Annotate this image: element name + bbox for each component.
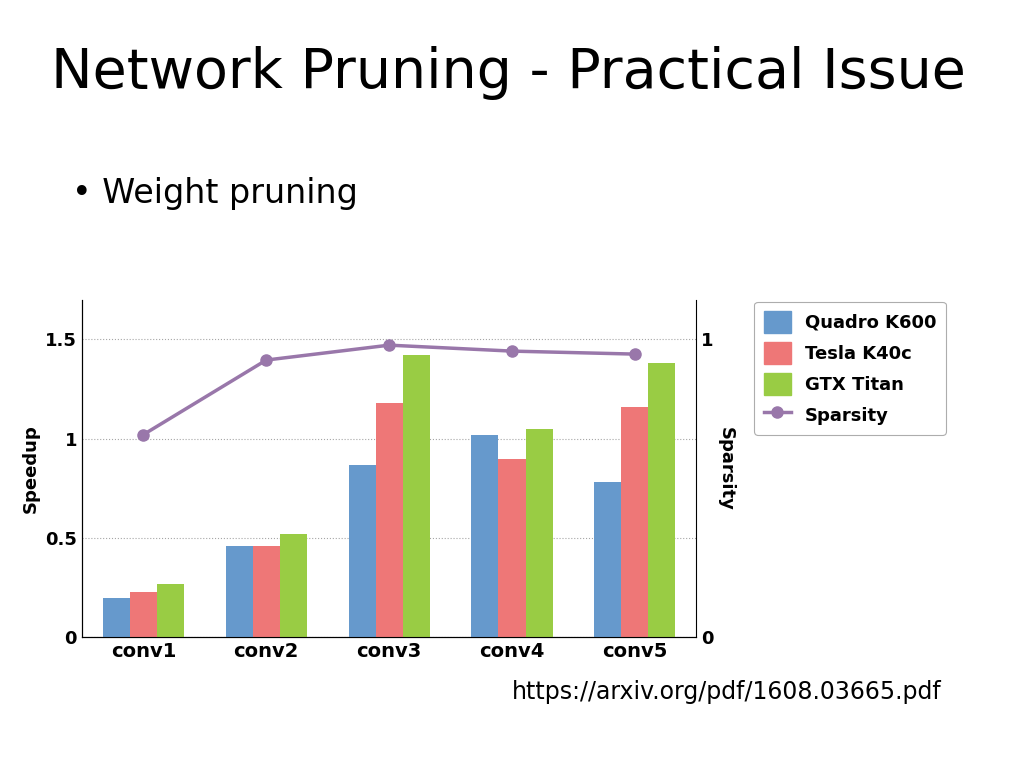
Bar [622,407,648,637]
Bar [376,403,402,637]
Text: • Weight pruning: • Weight pruning [72,177,357,210]
Y-axis label: Speedup: Speedup [22,424,40,513]
Bar [157,584,184,637]
Bar [102,598,130,637]
Bar [594,482,622,637]
Bar [402,355,430,637]
Bar [253,546,280,637]
Bar [225,546,253,637]
Bar [499,458,525,637]
Bar [648,363,676,637]
Bar [525,429,553,637]
Y-axis label: Sparsity: Sparsity [717,426,734,511]
Legend: Quadro K600, Tesla K40c, GTX Titan, Sparsity: Quadro K600, Tesla K40c, GTX Titan, Spar… [755,302,945,435]
Text: https://arxiv.org/pdf/1608.03665.pdf: https://arxiv.org/pdf/1608.03665.pdf [512,680,942,703]
Bar [280,534,307,637]
Bar [130,591,157,637]
Bar [348,465,376,637]
Bar [471,435,499,637]
Text: Network Pruning - Practical Issue: Network Pruning - Practical Issue [51,46,966,100]
